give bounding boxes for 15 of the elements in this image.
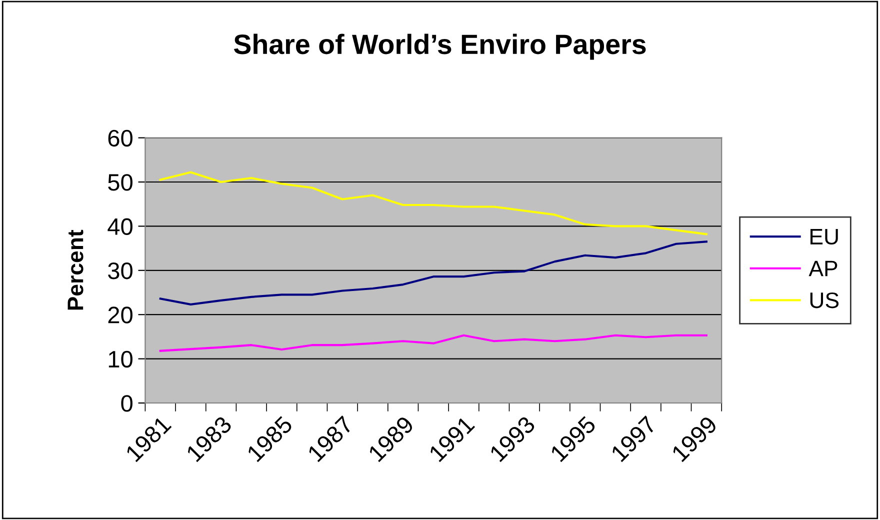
line-series [159,171,708,236]
chart-title: Share of World’s Enviro Papers [234,34,646,60]
y-tick-label: 40 [108,218,132,235]
y-tick-label: 0 [121,395,132,412]
line-series [159,334,708,352]
legend-label: EU [810,229,838,245]
y-tick-label: 60 [108,130,132,147]
y-tick-label: 30 [108,262,132,280]
y-tick-label: 10 [108,350,132,368]
legend-label: AP [808,260,838,276]
y-axis-title: Percent [68,230,84,310]
line-series [159,240,708,306]
y-tick-label: 50 [108,174,132,191]
y-tick-label: 20 [108,306,132,324]
legend-label: US [810,292,839,308]
